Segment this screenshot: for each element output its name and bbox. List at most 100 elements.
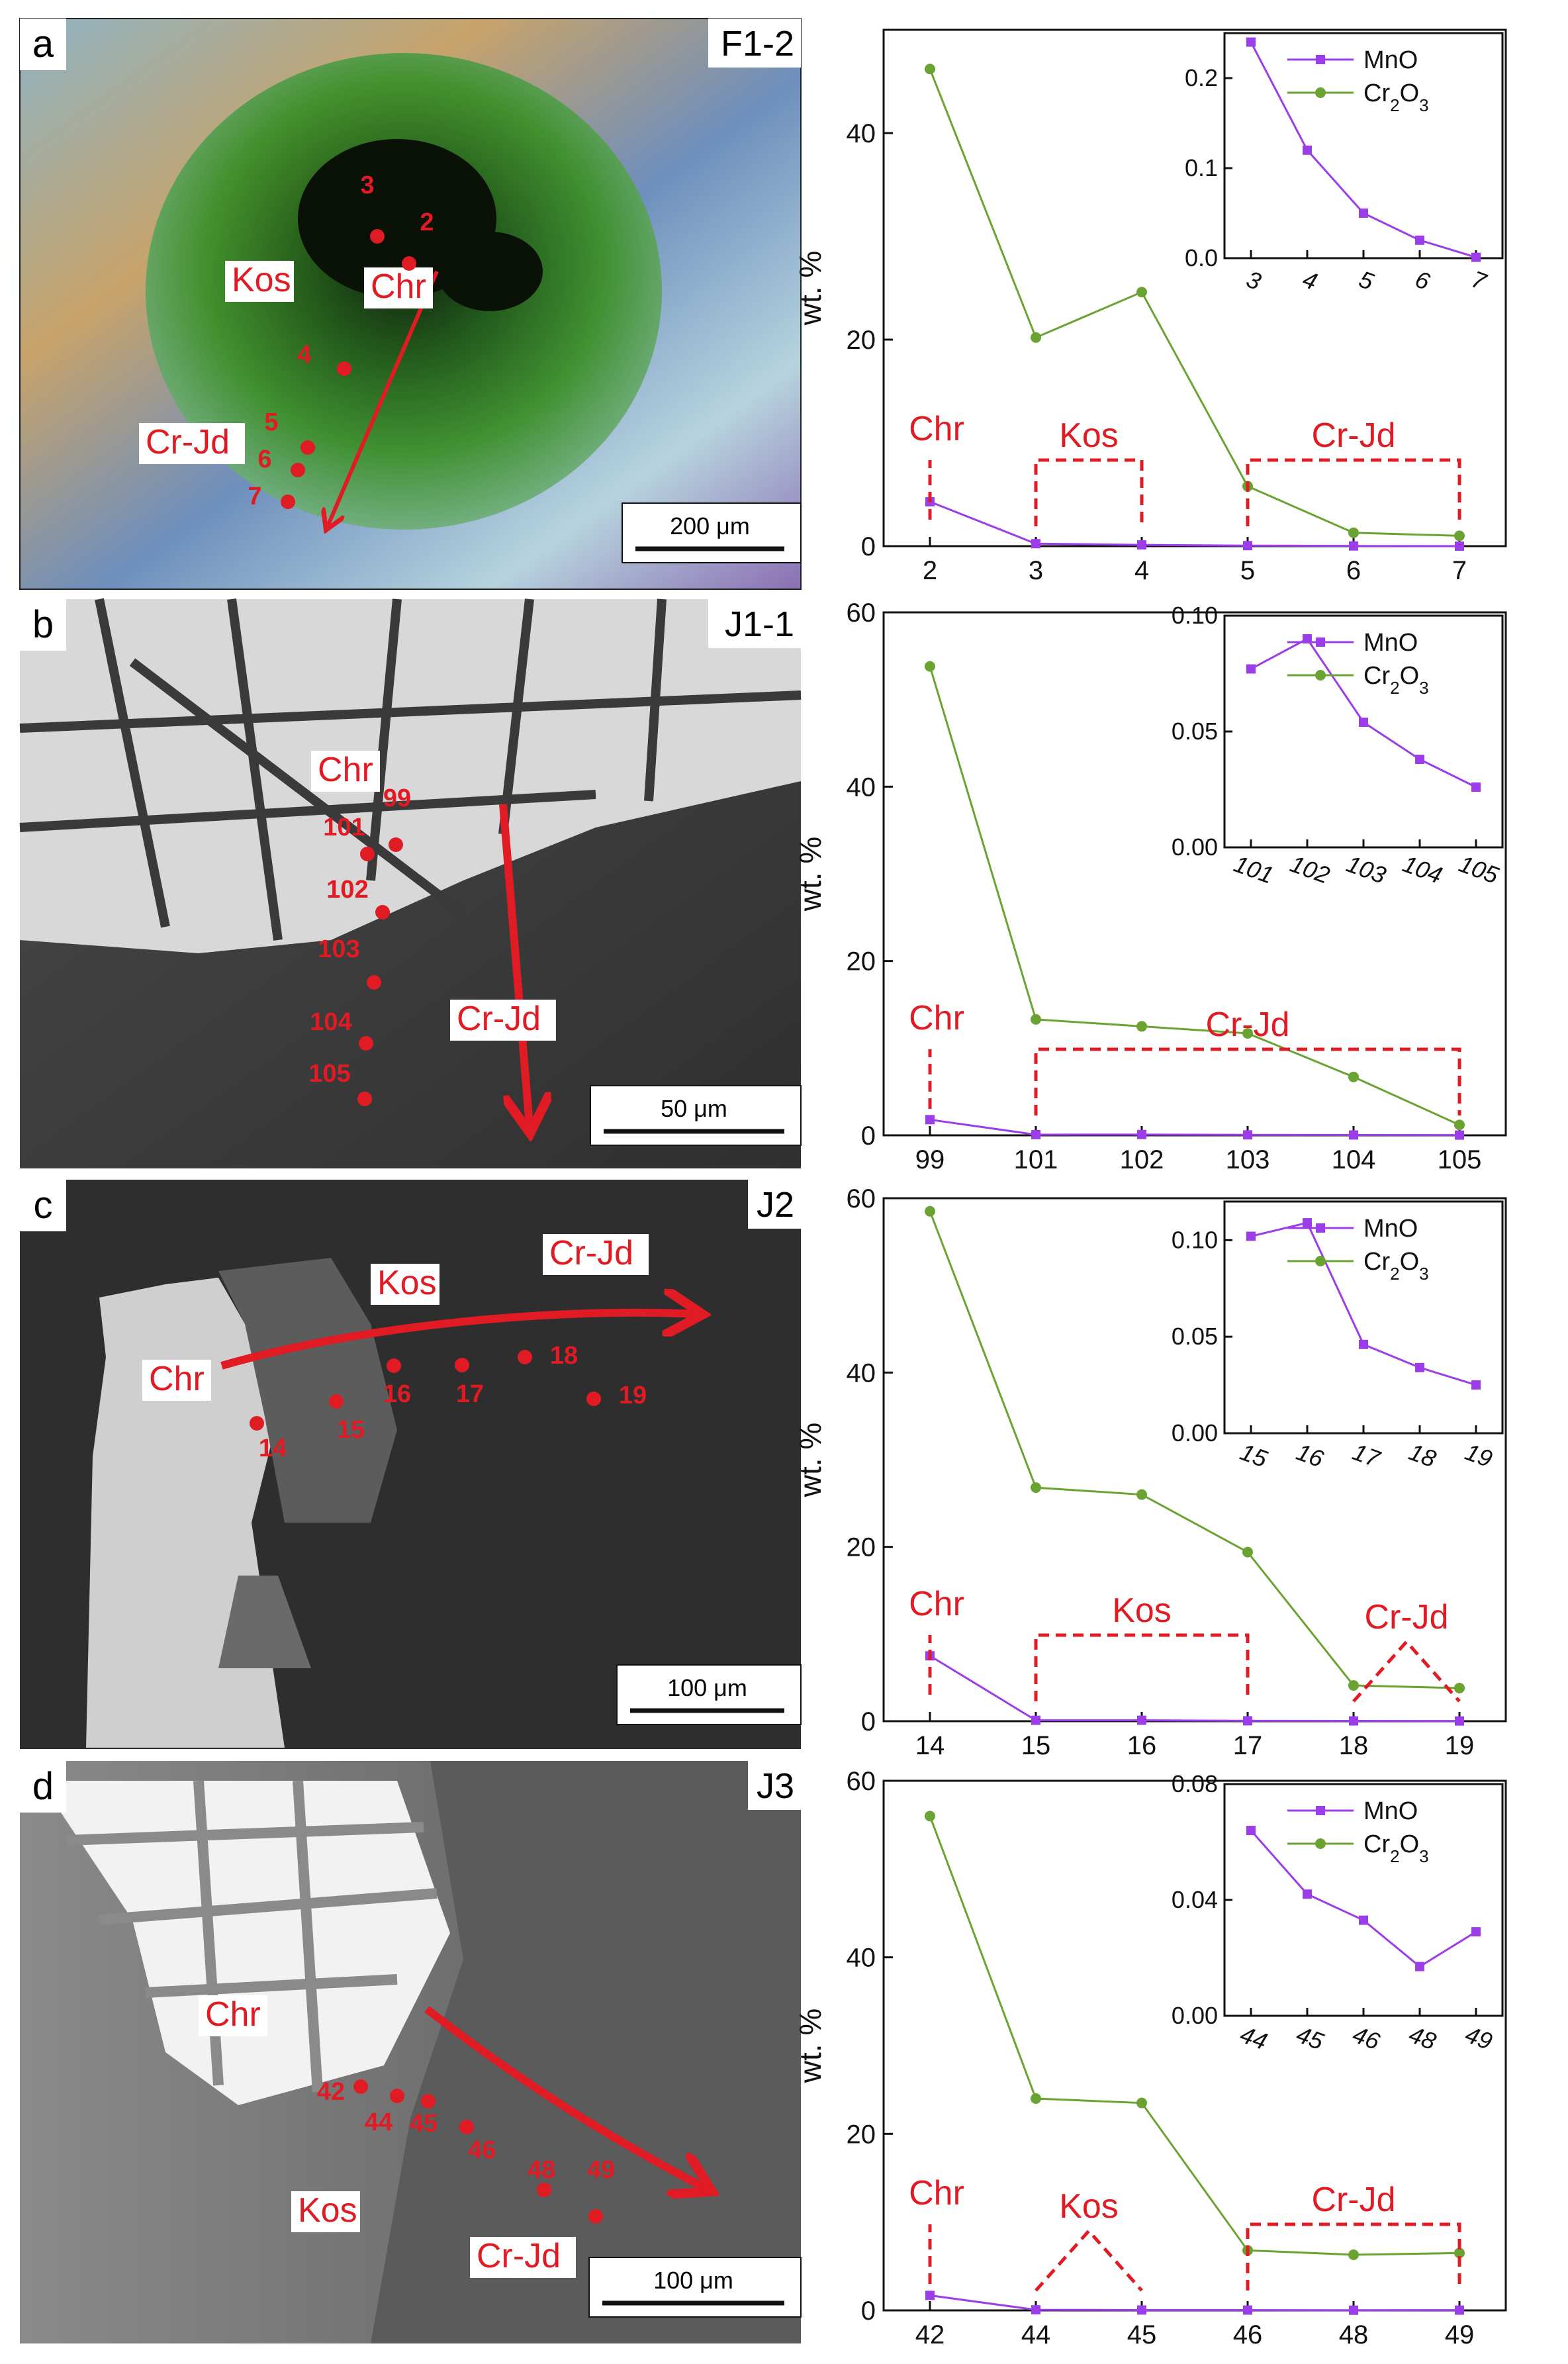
data-point-cr2o3	[1454, 2247, 1465, 2259]
bracket-kos: Kos	[1034, 1591, 1250, 1701]
scale-bar-label: 50 μm	[661, 1095, 727, 1122]
inset-data-point-mno	[1246, 37, 1256, 47]
analysis-point	[588, 2209, 603, 2224]
data-point-cr2o3	[1136, 287, 1147, 298]
inset-x-tick-label: 18	[1405, 1438, 1440, 1472]
data-point-mno	[1455, 1716, 1464, 1726]
data-point-cr2o3	[1136, 1021, 1147, 1032]
data-point-mno	[925, 1115, 935, 1125]
analysis-point	[300, 440, 315, 455]
legend-marker	[1316, 1223, 1325, 1233]
y-tick-label: 60	[847, 1767, 876, 1796]
panel-letter-box	[20, 1761, 66, 1813]
inset-data-point-mno	[1415, 235, 1424, 245]
data-point-cr2o3	[925, 661, 935, 672]
inset-y-tick-label: 0.05	[1172, 1323, 1218, 1350]
analysis-point	[337, 361, 351, 376]
scale-bar-box	[622, 502, 802, 563]
x-tick-label: 48	[1339, 2320, 1369, 2349]
inset-data-point-mno	[1359, 1915, 1368, 1925]
analysis-point-label: 5	[264, 408, 278, 436]
inset-x-tick-label: 16	[1293, 1438, 1328, 1473]
inset-y-tick-label: 0.08	[1172, 1770, 1218, 1797]
analysis-point	[329, 1394, 344, 1409]
bracket-chr: Chr	[909, 999, 964, 1109]
mineral-label-box	[311, 751, 380, 792]
x-tick-label: 7	[1452, 556, 1467, 585]
bracket-kos: Kos	[1034, 416, 1144, 526]
data-point-cr2o3	[925, 1206, 935, 1217]
mineral-label-chr: Chr	[205, 1995, 261, 2034]
mineral-label-kos: Kos	[298, 2191, 357, 2230]
data-point-mno	[1137, 1715, 1146, 1725]
x-tick-label: 18	[1339, 1731, 1369, 1760]
legend-marker	[1315, 87, 1326, 98]
analysis-point-label: 16	[383, 1380, 411, 1408]
data-point-cr2o3	[1348, 1680, 1359, 1691]
series-line-cr2o3	[929, 1211, 1460, 1689]
analysis-point-label: 49	[587, 2156, 615, 2184]
mineral-label-box	[139, 423, 245, 464]
scale-bar-label: 100 μm	[653, 2267, 733, 2294]
inset-x-tick-label: 7	[1468, 265, 1491, 296]
panel-b-image	[19, 598, 802, 1168]
series-line-mno	[929, 2294, 1460, 2312]
mineral-label-box	[364, 267, 433, 308]
x-tick-label: 6	[1346, 556, 1361, 585]
inset-x-tick-label: 5	[1356, 265, 1378, 296]
legend-marker	[1315, 1838, 1326, 1849]
y-tick-label: 60	[847, 1184, 876, 1213]
panel-letter-box	[20, 1180, 66, 1231]
analysis-point-label: 14	[259, 1435, 287, 1462]
analysis-point-label: 6	[257, 446, 271, 473]
mineral-label-box	[142, 1360, 211, 1401]
series-line-cr2o3	[929, 1815, 1460, 2256]
inset-x-tick-label: 6	[1412, 265, 1434, 296]
inset-x-tick-label: 105	[1455, 850, 1502, 889]
y-tick-label: 20	[847, 2120, 876, 2149]
data-point-mno	[1031, 1129, 1040, 1139]
inset-frame	[1223, 32, 1504, 260]
data-point-mno	[925, 2291, 935, 2300]
data-point-cr2o3	[1454, 530, 1465, 542]
inset-data-point-mno	[1303, 1218, 1312, 1228]
legend-label: Cr2O3	[1363, 79, 1429, 115]
sample-id-box	[708, 599, 801, 648]
analysis-point	[455, 1358, 469, 1372]
bracket-label: Chr	[909, 410, 964, 448]
data-point-cr2o3	[1136, 2097, 1147, 2108]
y-tick-label: 20	[847, 947, 876, 976]
mineral-label-box	[450, 1000, 556, 1041]
data-point-cr2o3	[1136, 1489, 1147, 1500]
scale-bar-label: 200 μm	[670, 512, 750, 540]
data-point-mno	[1137, 2305, 1146, 2315]
analysis-point-label: 103	[318, 935, 359, 963]
mineral-label-chr: Chr	[149, 1360, 205, 1398]
analysis-point	[387, 1358, 401, 1373]
mineral-label-box	[225, 261, 294, 302]
inset-frame	[1223, 614, 1504, 849]
legend-marker	[1316, 55, 1325, 64]
x-tick-label: 45	[1127, 2320, 1157, 2349]
mineral-label-box	[291, 2191, 360, 2232]
data-point-mno	[1137, 1129, 1146, 1139]
series-line-cr2o3	[929, 68, 1460, 537]
inset-frame	[1223, 1783, 1504, 2017]
x-tick-label: 17	[1233, 1731, 1263, 1760]
y-axis-label: wt. %	[793, 251, 827, 326]
data-point-cr2o3	[1348, 2249, 1359, 2260]
panel-letter: d	[32, 1765, 54, 1808]
scale-bar-label: 100 μm	[667, 1674, 747, 1701]
bracket-line	[1034, 1047, 1461, 1115]
x-tick-label: 44	[1021, 2320, 1051, 2349]
sample-id: J1-1	[725, 604, 794, 644]
panel-letter-box	[20, 599, 66, 651]
legend-label: MnO	[1363, 1797, 1418, 1825]
legend-label: Cr2O3	[1363, 662, 1429, 698]
x-tick-label: 46	[1233, 2320, 1263, 2349]
data-point-cr2o3	[1242, 1027, 1253, 1039]
data-point-cr2o3	[1454, 1682, 1465, 1693]
legend-marker	[1316, 1806, 1325, 1815]
analysis-point-label: 44	[365, 2108, 392, 2136]
